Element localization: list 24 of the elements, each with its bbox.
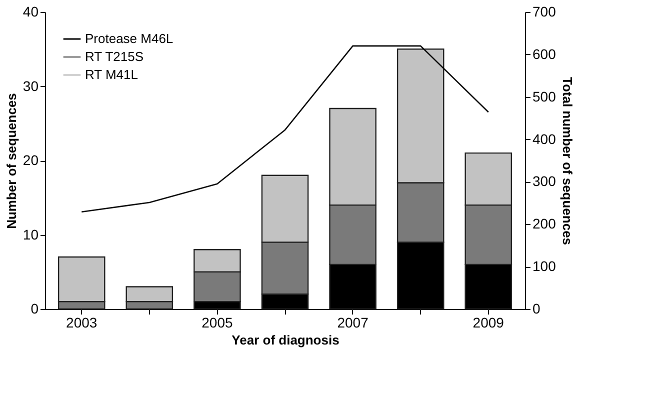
line-series <box>80 45 490 212</box>
y-tick-label: 40 <box>22 4 39 20</box>
legend-label: RT M41L <box>85 67 138 82</box>
y-tick-label: 30 <box>22 78 39 94</box>
y2-tick-label: 700 <box>532 4 556 20</box>
y2-axis-title: Total number of sequences <box>560 76 575 246</box>
y2-tick-label: 600 <box>532 46 556 62</box>
x-tick-label: 2007 <box>337 314 369 330</box>
x-axis-title: Year of diagnosis <box>232 332 340 348</box>
y2-tick-label: 200 <box>532 216 556 232</box>
legend-label: Protease M46L <box>85 31 174 46</box>
y-tick-label: 20 <box>22 152 39 168</box>
y2-tick-label: 0 <box>532 300 540 316</box>
y2-tick-label: 500 <box>532 88 556 104</box>
y-tick-label: 0 <box>30 300 39 316</box>
y2-tick-label: 400 <box>532 130 556 147</box>
y2-tick-label: 300 <box>532 173 556 190</box>
y-axis-title: Number of sequences <box>4 93 19 229</box>
y-tick-label: 10 <box>22 226 39 242</box>
legend-label: RT T215S <box>85 49 144 64</box>
x-tick-label: 2009 <box>472 314 504 330</box>
x-tick-label: 2005 <box>202 314 233 330</box>
x-tick-label: 2003 <box>66 314 98 330</box>
y2-tick-label: 100 <box>532 258 556 274</box>
